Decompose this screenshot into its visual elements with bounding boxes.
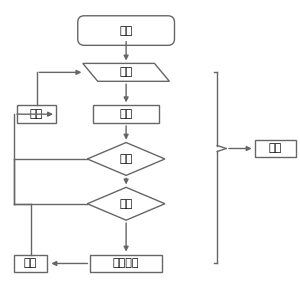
FancyBboxPatch shape <box>78 16 175 45</box>
Text: 评审: 评审 <box>269 143 282 154</box>
Bar <box>254 140 296 158</box>
Polygon shape <box>87 142 165 176</box>
Bar <box>90 254 162 272</box>
Text: 确认: 确认 <box>119 199 133 209</box>
Polygon shape <box>83 63 170 81</box>
Bar <box>17 105 56 123</box>
Text: 更改: 更改 <box>24 259 37 269</box>
Bar <box>93 105 159 123</box>
Text: 策划: 策划 <box>119 26 133 36</box>
Text: 输出: 输出 <box>119 109 133 119</box>
Text: 修改: 修改 <box>30 109 43 119</box>
Text: 临床使用: 临床使用 <box>113 259 140 269</box>
Bar <box>14 254 47 272</box>
Text: 验证: 验证 <box>119 154 133 164</box>
Polygon shape <box>87 187 165 220</box>
Text: 输入: 输入 <box>119 68 133 77</box>
